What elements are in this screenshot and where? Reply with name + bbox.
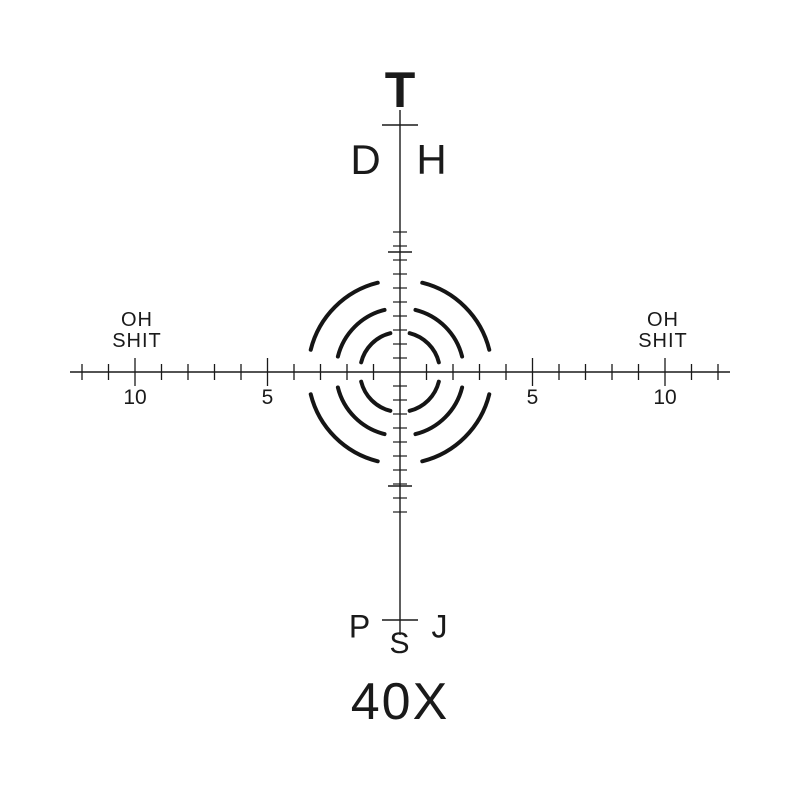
axis-number: 5 [527,386,539,409]
label-J: J [432,609,449,646]
label-left-ohshit: OH SHIT [112,310,162,352]
label-right-ohshit: OH SHIT [638,310,688,352]
axis-number: 10 [123,386,146,409]
label-D: D [350,136,381,184]
label-P: P [349,609,371,646]
label-H: H [416,136,447,184]
label-T: T [385,61,416,119]
axis-number: 5 [262,386,274,409]
axis-number: 10 [653,386,676,409]
label-magnification: 40X [351,672,450,732]
reticle-diagram: { "type": "reticle-diagram", "canvas": {… [0,0,800,800]
label-S: S [389,627,410,661]
